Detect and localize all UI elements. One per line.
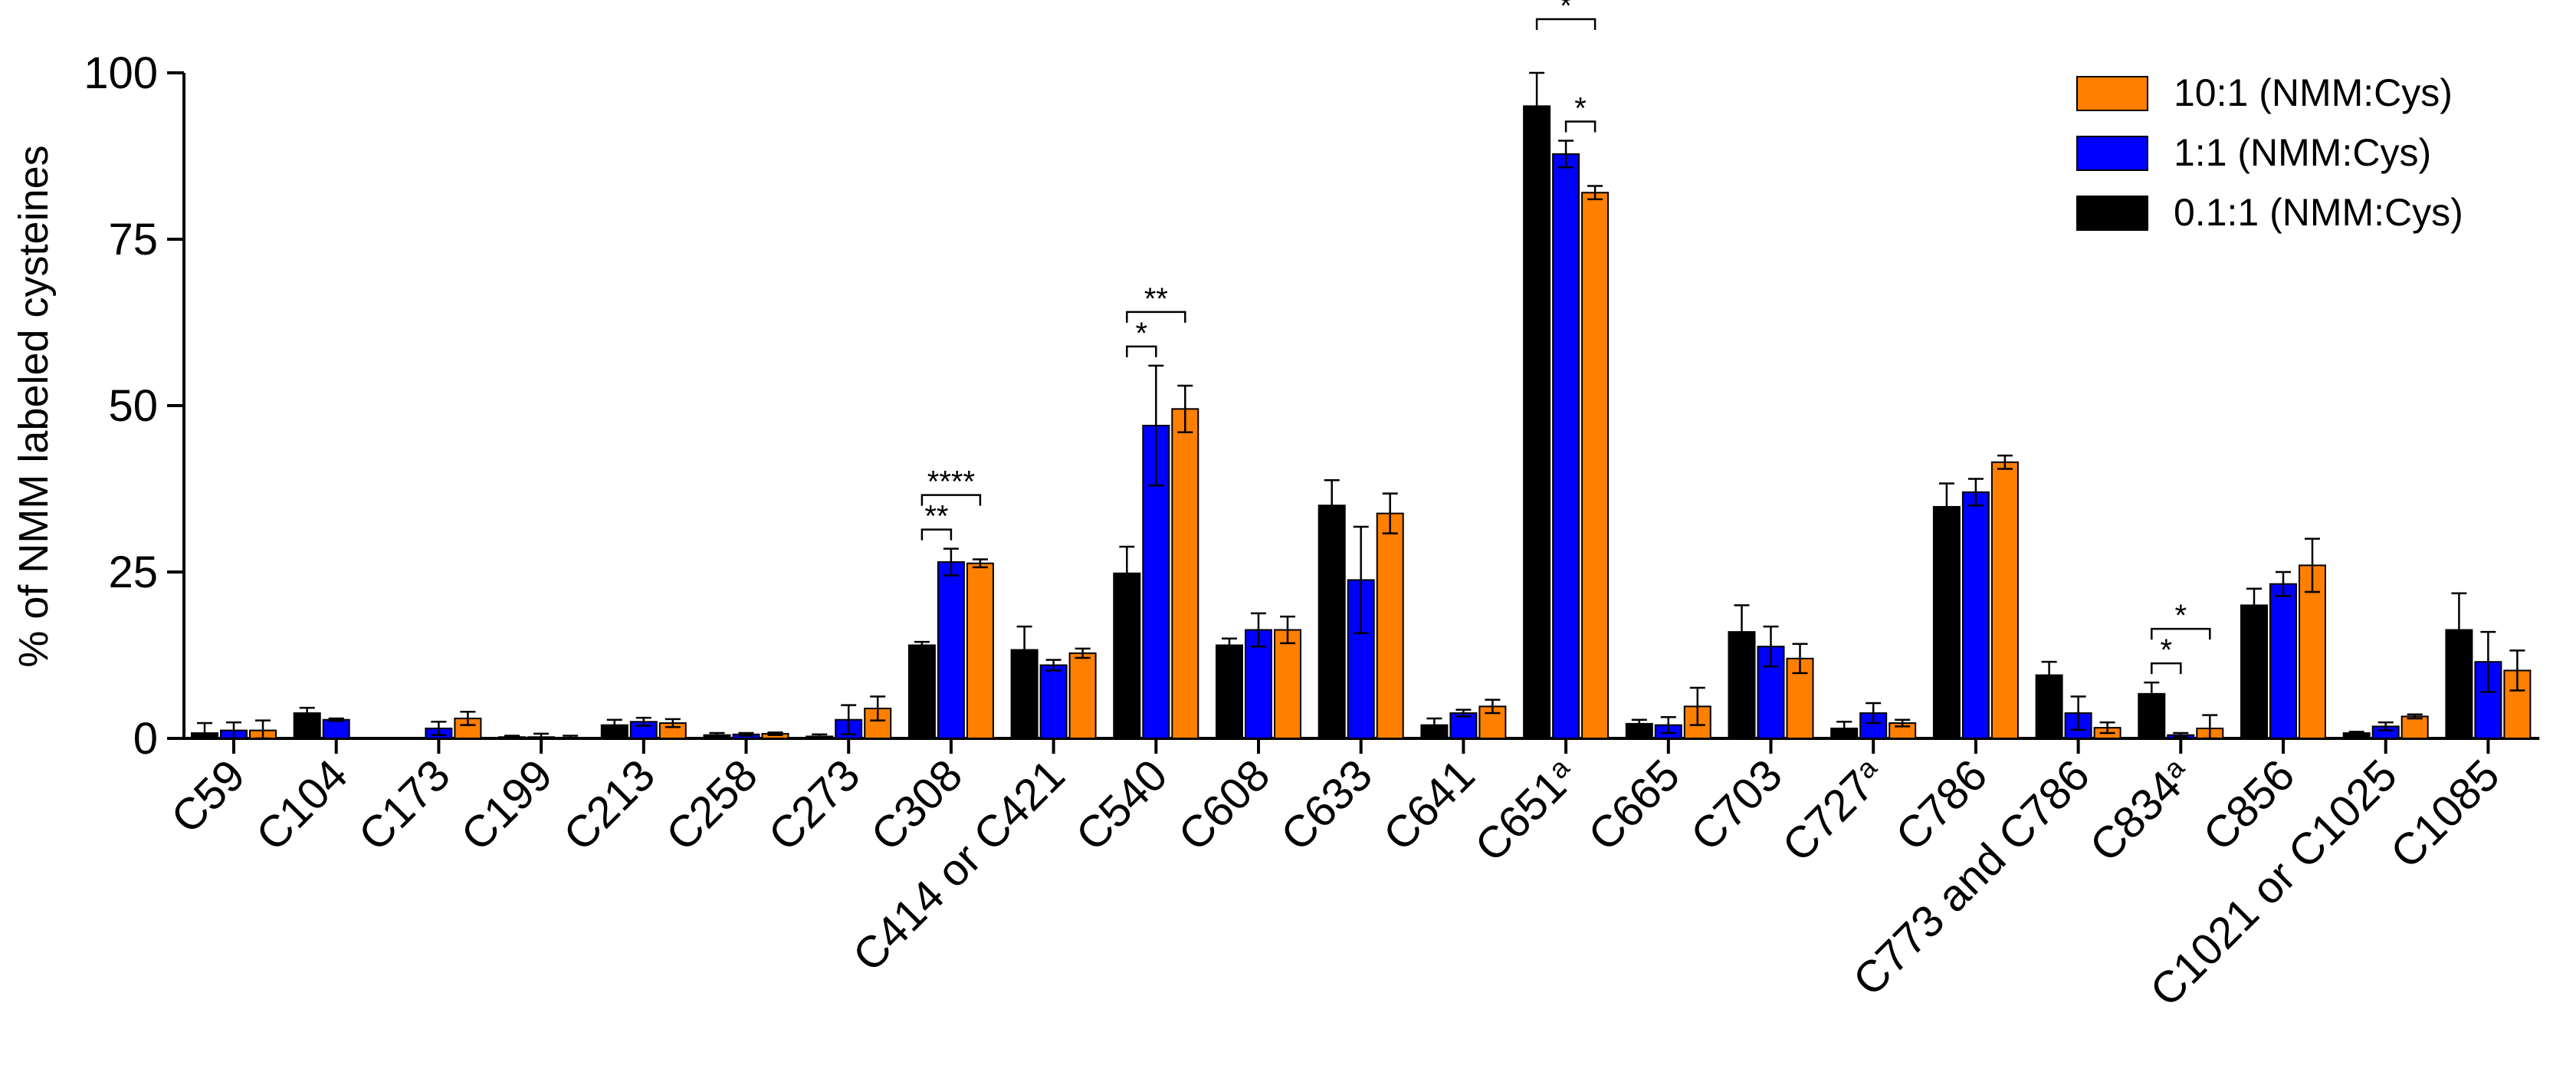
legend-swatch: [2076, 76, 2148, 111]
category-label-main: C665: [1579, 750, 1689, 860]
error-bars: [197, 71, 2525, 740]
category-label-main: C59: [162, 750, 254, 843]
y-tick-label: 50: [108, 381, 158, 431]
bar: [1581, 192, 1610, 740]
bar: [2269, 583, 2297, 740]
significance-bracket: [920, 494, 982, 506]
category-label: C213: [554, 750, 665, 860]
category-label: C703: [1682, 750, 1792, 860]
bar: [1216, 644, 1243, 739]
category-label: C199: [451, 750, 562, 860]
category-label: C104: [247, 750, 357, 860]
category-label-main: C199: [451, 750, 562, 860]
y-tick-label: 0: [133, 714, 158, 764]
category-label: C665: [1579, 750, 1689, 860]
bar: [907, 644, 936, 739]
bar: [966, 562, 994, 739]
bar: [1932, 505, 1961, 739]
category-label: C608: [1169, 750, 1279, 860]
category-label-main: C641: [1374, 750, 1485, 860]
legend-label: 10:1 (NMM:Cys): [2174, 71, 2453, 114]
y-tick-label: 25: [108, 547, 158, 597]
significance-bracket: [1535, 18, 1596, 30]
significance-label: ****: [927, 465, 975, 499]
bar: [2400, 715, 2429, 740]
significance-label: **: [924, 500, 948, 534]
y-tick-label: 100: [84, 48, 158, 98]
bar: [1171, 408, 1199, 740]
y-tick-label: 75: [108, 215, 158, 265]
legend: 10:1 (NMM:Cys) 1:1 (NMM:Cys) 0.1:1 (NMM:Cy…: [2076, 71, 2463, 234]
category-label: C540: [1066, 750, 1176, 860]
category-label-main: C703: [1682, 750, 1792, 860]
significance-bracket: [1564, 120, 1596, 133]
y-axis-title: % of NMM labeled cysteines: [11, 145, 57, 667]
significance-bracket: [1126, 311, 1186, 323]
bar: [1990, 461, 2019, 740]
category-label-main: C104: [247, 750, 357, 860]
significance-label: *: [2161, 633, 2173, 667]
category-label: C59: [162, 750, 254, 843]
legend-label: 1:1 (NMM:Cys): [2174, 131, 2431, 174]
bar: [937, 561, 965, 739]
bar: [1274, 629, 1301, 739]
category-label: C651a: [1465, 750, 1587, 872]
bar: [1039, 664, 1068, 740]
bar: [1376, 512, 1404, 740]
significance-label: *: [1574, 92, 1587, 126]
significance-bracket: [2151, 662, 2182, 675]
significance-label: *: [1560, 0, 1572, 23]
legend-label: 0.1:1 (NMM:Cys): [2174, 191, 2463, 234]
category-label-main: C608: [1169, 750, 1279, 860]
bar: [2299, 564, 2326, 739]
bar: [1523, 105, 1551, 739]
category-label-main: C258: [657, 750, 767, 860]
category-label: C1085: [2381, 750, 2509, 878]
significance-brackets: *************: [920, 0, 2211, 675]
significance-bracket: [2151, 627, 2211, 640]
category-label-main: C1085: [2381, 750, 2509, 878]
significance-label: *: [2175, 599, 2187, 633]
category-label: C633: [1272, 750, 1382, 860]
bar: [1552, 153, 1580, 739]
category-label-main: C273: [759, 750, 869, 860]
bars: [191, 105, 2532, 740]
legend-swatch: [2076, 136, 2148, 171]
category-label-main: C540: [1066, 750, 1176, 860]
bar: [1318, 505, 1346, 739]
category-label-main: C173: [349, 750, 460, 860]
significance-label: **: [1144, 282, 1168, 316]
bar: [322, 718, 350, 739]
bar: [1961, 491, 1990, 740]
category-label: C258: [657, 750, 767, 860]
category-label: C834a: [2080, 750, 2202, 872]
category-label-main: C213: [554, 750, 665, 860]
category-label-main: C633: [1272, 750, 1382, 860]
category-label: C173: [349, 750, 460, 860]
bar: [1068, 652, 1097, 739]
significance-label: *: [1136, 317, 1148, 350]
category-label: C641: [1374, 750, 1485, 860]
legend-swatch: [2076, 196, 2148, 231]
significance-bracket: [920, 528, 953, 541]
category-label: C727a: [1773, 750, 1895, 872]
significance-bracket: [1126, 345, 1157, 357]
category-label: C273: [759, 750, 869, 860]
bar: [2240, 604, 2268, 740]
